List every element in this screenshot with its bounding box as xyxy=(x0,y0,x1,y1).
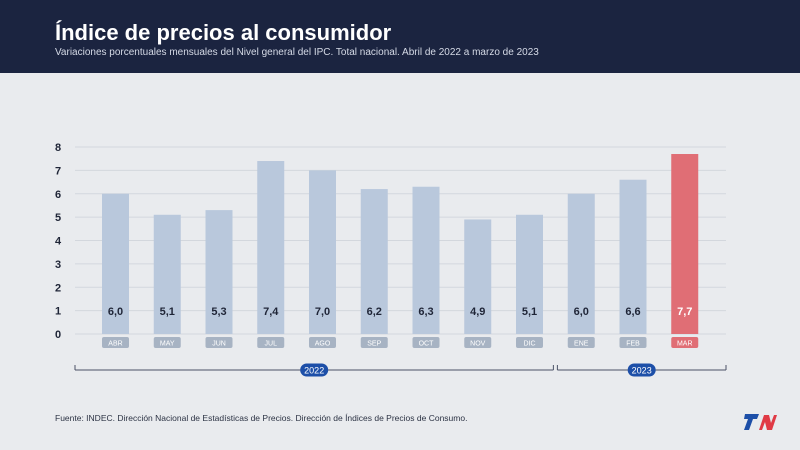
x-tick-label: SEP xyxy=(367,341,381,348)
y-tick-label: 4 xyxy=(55,236,62,248)
x-tick-label: ABR xyxy=(108,341,122,348)
month-pill xyxy=(671,337,699,348)
x-tick-label: JUL xyxy=(265,341,278,348)
header-bar: Índice de precios al consumidor Variacio… xyxy=(0,0,800,73)
x-tick-label: JUN xyxy=(212,341,226,348)
bar xyxy=(412,186,440,334)
bar-value-label: 6,6 xyxy=(625,306,640,318)
bar xyxy=(619,179,647,334)
bar-value-label: 5,3 xyxy=(211,306,226,318)
month-pill xyxy=(516,337,543,348)
page-title: Índice de precios al consumidor xyxy=(55,20,392,45)
page-subtitle: Variaciones porcentuales mensuales del N… xyxy=(55,47,539,58)
bar xyxy=(205,210,233,334)
bar-value-label: 5,1 xyxy=(160,306,175,318)
bar-chart: 0 1 2 3 4 5 6 7 8 6,0 ABR 5,1 MAY 5,3 JUN 7,4 JUL 7,0 AGO 6… xyxy=(55,142,727,377)
bar-value-label: 4,9 xyxy=(470,306,485,318)
source-note: Fuente: INDEC. Dirección Nacional de Est… xyxy=(55,413,468,423)
y-tick-label: 7 xyxy=(55,165,61,177)
bar xyxy=(257,161,285,334)
y-tick-label: 6 xyxy=(55,189,61,201)
bar xyxy=(567,193,595,334)
bar xyxy=(516,214,543,334)
bar-value-label: 6,2 xyxy=(367,306,382,318)
month-pill xyxy=(619,337,647,348)
x-tick-label: AGO xyxy=(315,341,331,348)
tn-logo xyxy=(744,414,777,430)
year-pill xyxy=(627,363,656,377)
bar xyxy=(153,214,181,334)
year-pill xyxy=(300,363,329,377)
x-tick-label: MAY xyxy=(160,341,175,348)
bar xyxy=(102,193,129,334)
bar-value-label: 5,1 xyxy=(522,306,537,318)
month-pill xyxy=(567,337,595,348)
y-tick-label: 5 xyxy=(55,212,61,224)
tn-logo-t-shape xyxy=(744,414,759,430)
bar xyxy=(309,170,336,334)
month-pill xyxy=(205,337,233,348)
month-pill xyxy=(102,337,129,348)
bar-value-label: 7,4 xyxy=(263,306,279,318)
bar xyxy=(671,154,699,334)
x-tick-label: NOV xyxy=(470,341,486,348)
y-tick-label: 0 xyxy=(55,329,61,341)
x-tick-label: MAR xyxy=(677,341,693,348)
x-tick-label: ENE xyxy=(574,341,589,348)
month-pill xyxy=(153,337,181,348)
month-pill xyxy=(464,337,492,348)
tn-logo-n-shape xyxy=(759,415,777,430)
x-tick-label: DIC xyxy=(523,341,535,348)
year-label: 2023 xyxy=(632,366,652,376)
x-tick-label: OCT xyxy=(419,341,435,348)
year-label: 2022 xyxy=(304,366,324,376)
bar-value-label: 7,7 xyxy=(677,306,692,318)
month-pill xyxy=(257,337,285,348)
month-pill xyxy=(412,337,440,348)
bar-value-label: 6,0 xyxy=(574,306,589,318)
bar-value-label: 6,3 xyxy=(418,306,433,318)
x-tick-label: FEB xyxy=(626,341,640,348)
bar xyxy=(464,219,492,334)
y-tick-label: 2 xyxy=(55,282,61,294)
month-pill xyxy=(309,337,336,348)
bar-value-label: 7,0 xyxy=(315,306,330,318)
y-tick-label: 1 xyxy=(55,306,61,318)
y-tick-label: 3 xyxy=(55,259,61,271)
bar xyxy=(360,189,388,334)
y-tick-label: 8 xyxy=(55,142,61,154)
month-pill xyxy=(360,337,388,348)
bar-value-label: 6,0 xyxy=(108,306,123,318)
